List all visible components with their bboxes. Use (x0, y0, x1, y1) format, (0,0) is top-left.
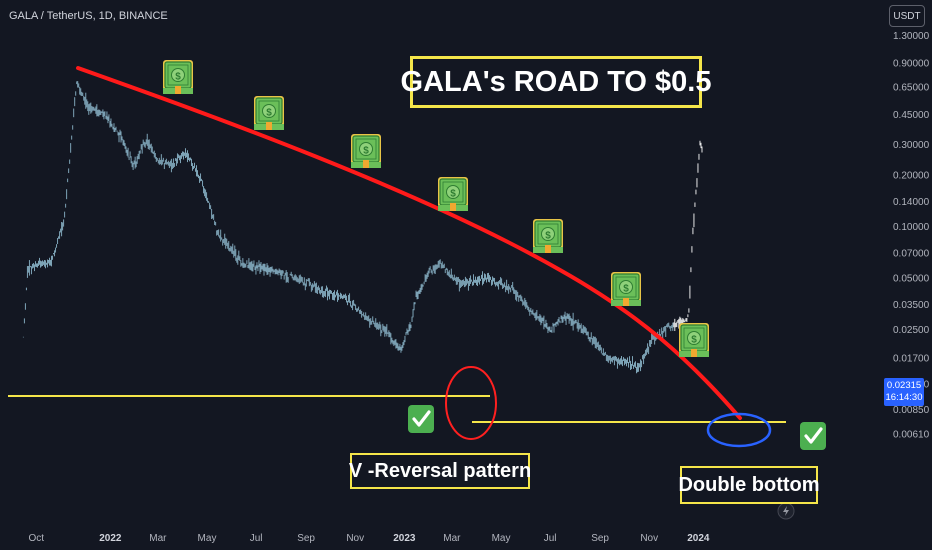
v-reversal-label[interactable]: V -Reversal pattern (348, 453, 532, 489)
price-tick-label: 0.05000 (893, 273, 930, 284)
time-tick-label: Jul (544, 533, 557, 544)
check-icon (800, 422, 826, 450)
price-tick-label: 0.00850 (893, 405, 930, 416)
price-tick-label: 0.03500 (893, 300, 930, 311)
price-tick-label: 0.65000 (893, 83, 930, 94)
svg-text:$: $ (691, 335, 697, 346)
check-icon (408, 405, 434, 433)
time-tick-label: Sep (297, 533, 315, 544)
time-tick-label: 2023 (393, 533, 416, 544)
money-icon: $ (254, 96, 284, 130)
price-tick-label: 0.90000 (893, 59, 930, 70)
double-bottom-label[interactable]: Double bottom (678, 466, 820, 504)
money-icon: $ (438, 177, 468, 211)
price-tick-label: 0.07000 (893, 248, 930, 259)
money-icon: $ (351, 134, 381, 168)
time-tick-label: Mar (443, 533, 461, 544)
time-tick-label: Nov (346, 533, 364, 544)
v-reversal-circle (445, 366, 497, 440)
time-tick-label: 2022 (99, 533, 122, 544)
time-tick-label: May (492, 533, 511, 544)
price-tick-label: 0.20000 (893, 170, 930, 181)
money-icon: $ (533, 219, 563, 253)
double-bottom-text: Double bottom (678, 473, 820, 496)
time-tick-label: Sep (591, 533, 609, 544)
time-tick-label: Jul (250, 533, 263, 544)
svg-text:$: $ (623, 284, 629, 295)
time-axis[interactable]: Oct 2022 Mar May Jul Sep Nov 2023 Mar May Jul Sep No… (28, 533, 709, 544)
double-bottom-ellipse (706, 412, 772, 448)
candle-series (22, 81, 674, 374)
price-tick-label: 0.30000 (893, 140, 930, 151)
currency-selector-button[interactable]: USDT (889, 5, 925, 27)
last-price-value: 0.02315 (886, 380, 922, 391)
time-tick-label: Nov (640, 533, 658, 544)
candle-countdown: 16:14:30 (885, 392, 923, 403)
svg-text:$: $ (266, 108, 272, 119)
time-tick-label: May (198, 533, 217, 544)
price-tick-label: 0.00610 (893, 430, 930, 441)
last-price-tag: 0.02315 16:14:30 (884, 378, 924, 406)
svg-text:$: $ (363, 146, 369, 157)
price-tick-label: 0.45000 (893, 110, 930, 121)
time-tick-label: Oct (28, 533, 44, 544)
headline-box[interactable]: GALA's ROAD TO $0.5 (401, 56, 711, 108)
money-icon: $ (163, 60, 193, 94)
headline-text: GALA's ROAD TO $0.5 (400, 65, 712, 98)
price-tick-label: 1.30000 (893, 31, 930, 42)
svg-text:$: $ (545, 231, 551, 242)
money-icon: $ (611, 272, 641, 306)
price-tick-label: 0.02500 (893, 325, 930, 336)
symbol-title: GALA / TetherUS, 1D, BINANCE (9, 10, 168, 22)
price-tick-label: 0.01700 (893, 353, 930, 364)
v-reversal-text: V -Reversal pattern (348, 459, 532, 482)
time-tick-label: 2024 (687, 533, 710, 544)
time-tick-label: Mar (149, 533, 167, 544)
price-tick-label: 0.10000 (893, 222, 930, 233)
svg-text:$: $ (175, 72, 181, 83)
money-icon: $ (679, 323, 709, 357)
svg-text:$: $ (450, 189, 456, 200)
breakout-candles (673, 140, 703, 332)
price-tick-label: 0.14000 (893, 197, 930, 208)
lightning-icon[interactable] (777, 502, 795, 520)
